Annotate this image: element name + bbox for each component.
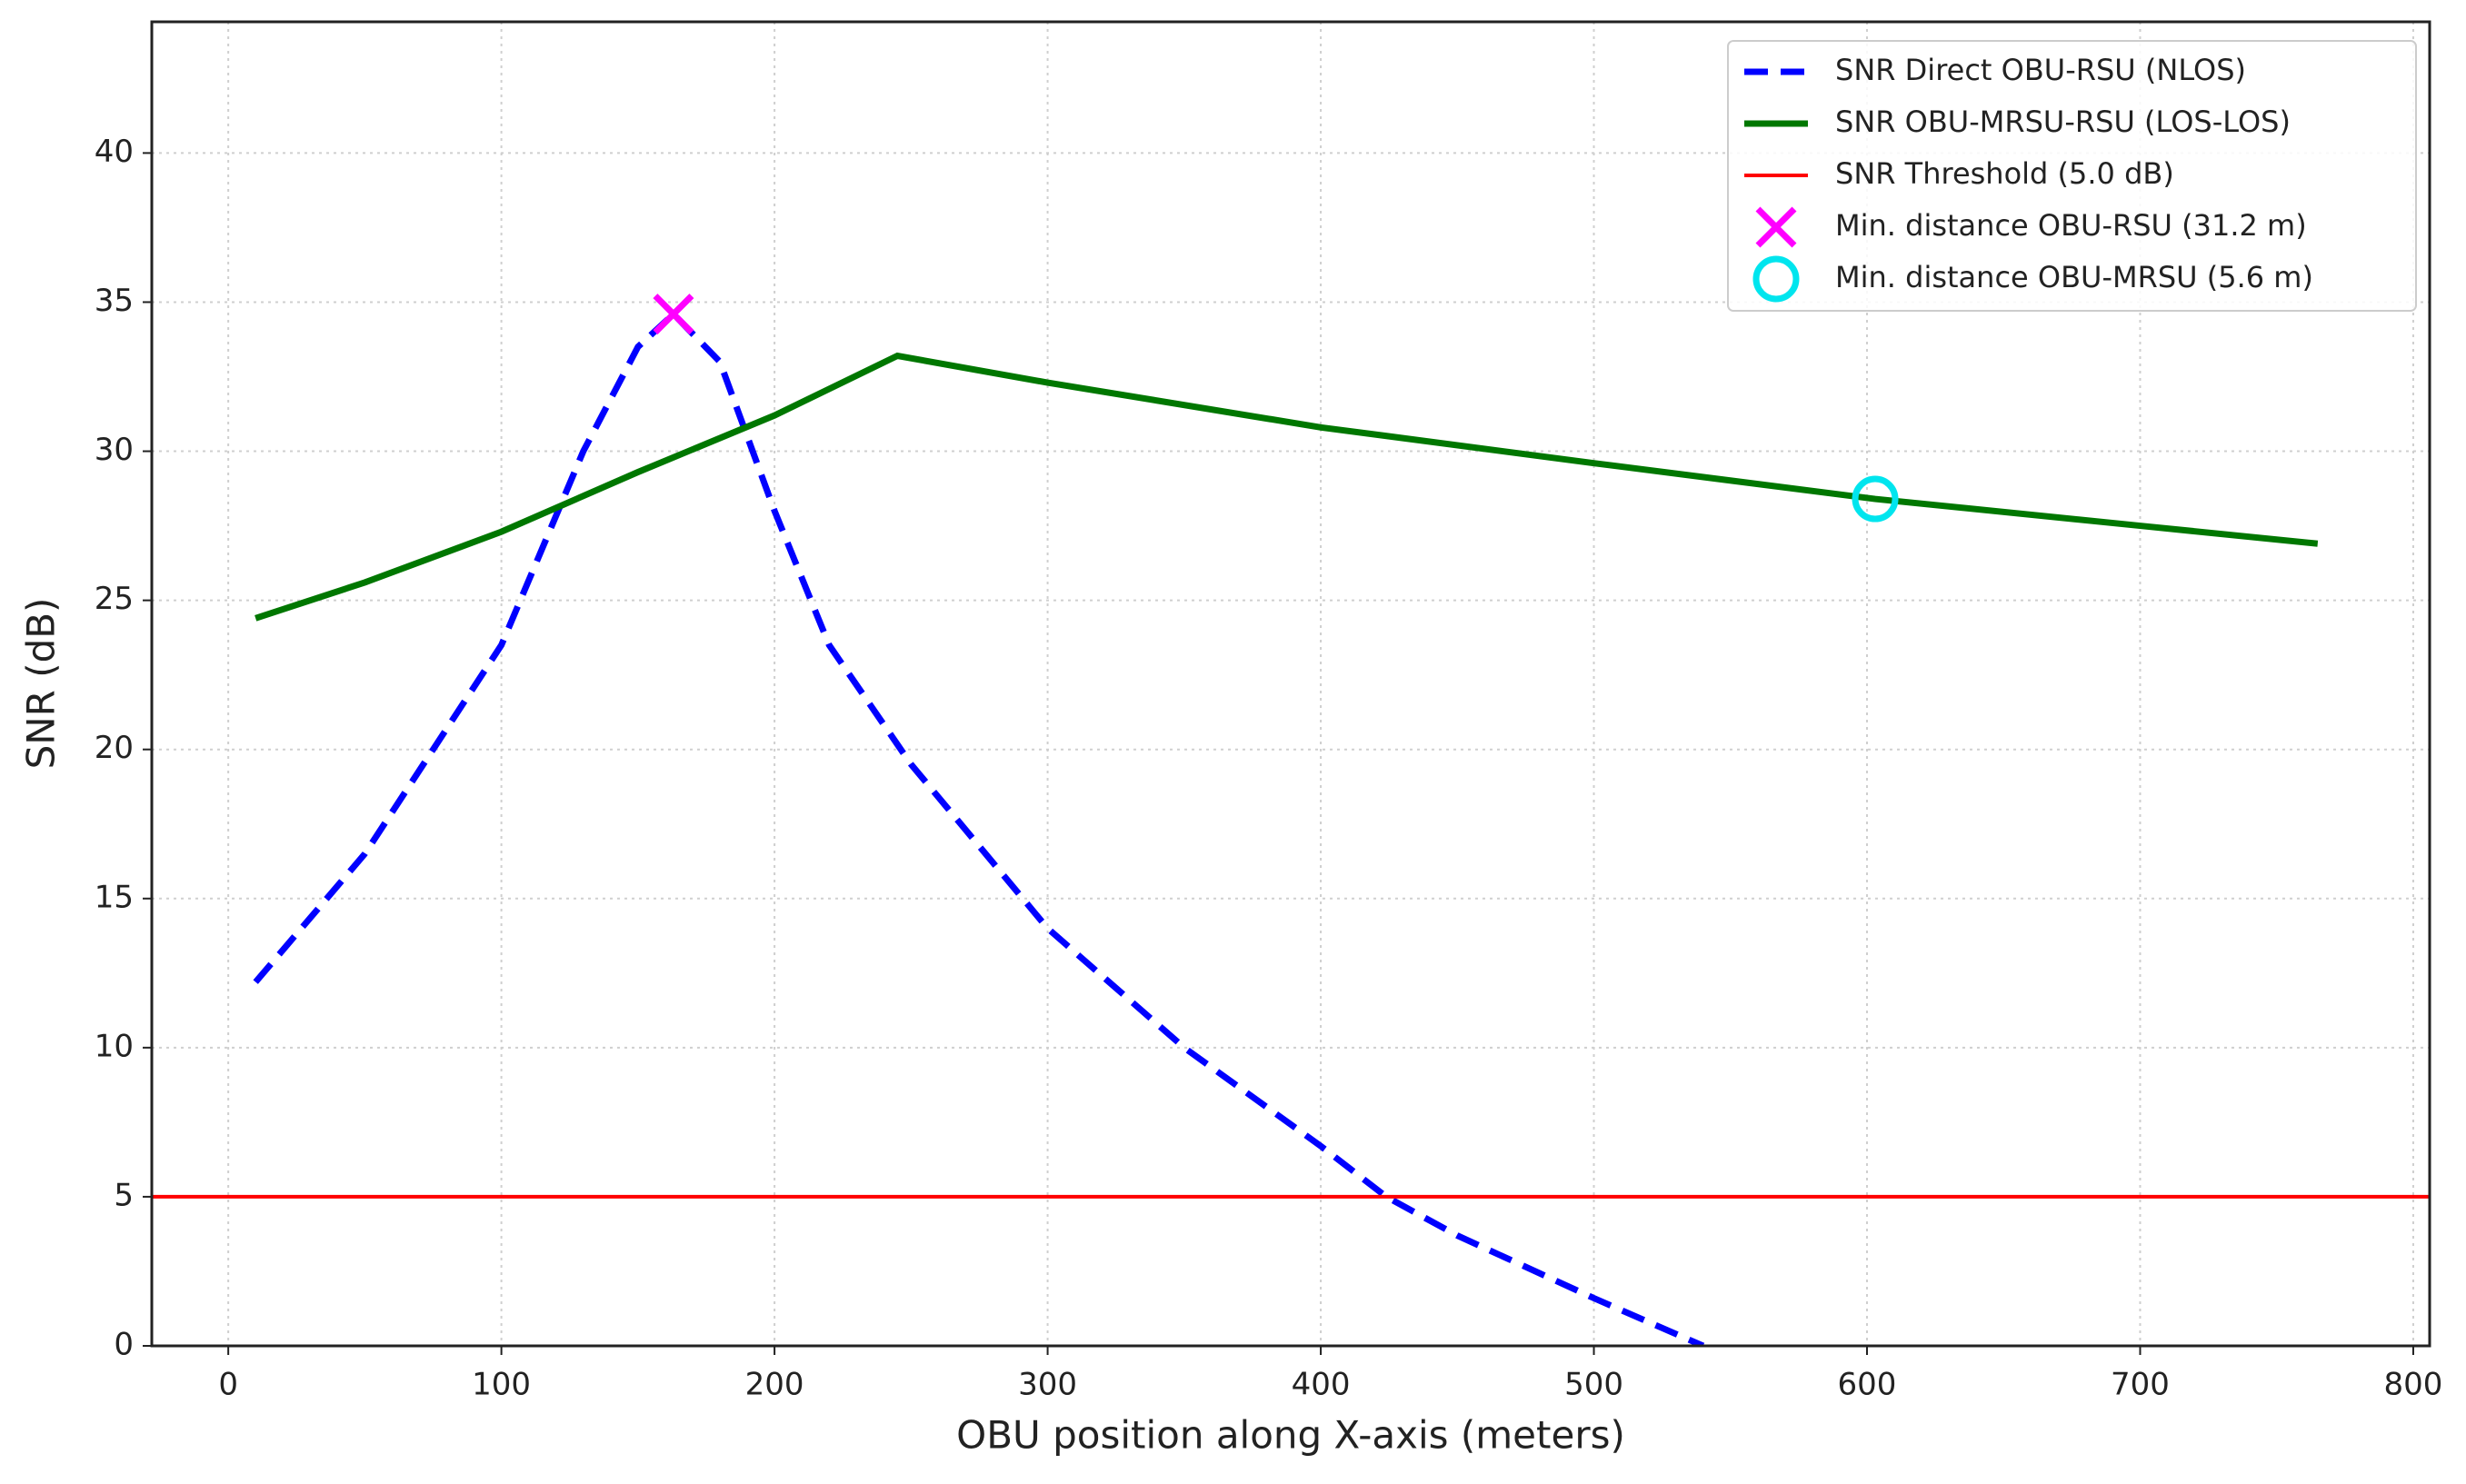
axes-frame [150, 20, 2431, 1348]
y-tick-label: 30 [95, 432, 134, 468]
x-tick-label: 0 [218, 1367, 238, 1403]
x-tick-label: 200 [745, 1367, 804, 1403]
legend-swatch [1752, 255, 1800, 303]
x-tick-label: 100 [472, 1367, 531, 1403]
marker [1852, 475, 1899, 523]
x-tick-label: 400 [1292, 1367, 1351, 1403]
legend-label: Min. distance OBU-RSU (31.2 m) [1835, 208, 2307, 243]
y-tick-label: 15 [95, 879, 134, 915]
marker-stroke [1755, 206, 1797, 248]
y-tick-label: 20 [95, 730, 134, 766]
y-tick-label: 5 [114, 1177, 134, 1213]
y-tick-label: 35 [95, 283, 134, 319]
legend-box [1727, 40, 2417, 312]
x-tick-label: 600 [1838, 1367, 1897, 1403]
y-tick-label: 10 [95, 1028, 134, 1064]
legend-swatch [1755, 206, 1797, 248]
legend-label: Min. distance OBU-MRSU (5.6 m) [1835, 260, 2313, 294]
y-tick-label: 25 [95, 581, 134, 617]
y-tick-label: 0 [114, 1327, 134, 1363]
x-axis-label: OBU position along X-axis (meters) [956, 1413, 1625, 1458]
data-line [255, 352, 2319, 622]
x-tick-label: 500 [1564, 1367, 1623, 1403]
x-tick-label: 700 [2111, 1367, 2170, 1403]
marker [653, 294, 694, 335]
legend-label: SNR OBU-MRSU-RSU (LOS-LOS) [1835, 105, 2291, 139]
x-tick-label: 800 [2384, 1367, 2443, 1403]
y-tick-label: 40 [95, 134, 134, 170]
y-axis-label: SNR (dB) [19, 598, 64, 770]
legend-label: SNR Direct OBU-RSU (NLOS) [1835, 53, 2246, 87]
marker-stroke [653, 294, 694, 335]
data-line [253, 309, 1705, 1346]
x-tick-label: 300 [1018, 1367, 1077, 1403]
legend-label: SNR Threshold (5.0 dB) [1835, 156, 2174, 191]
